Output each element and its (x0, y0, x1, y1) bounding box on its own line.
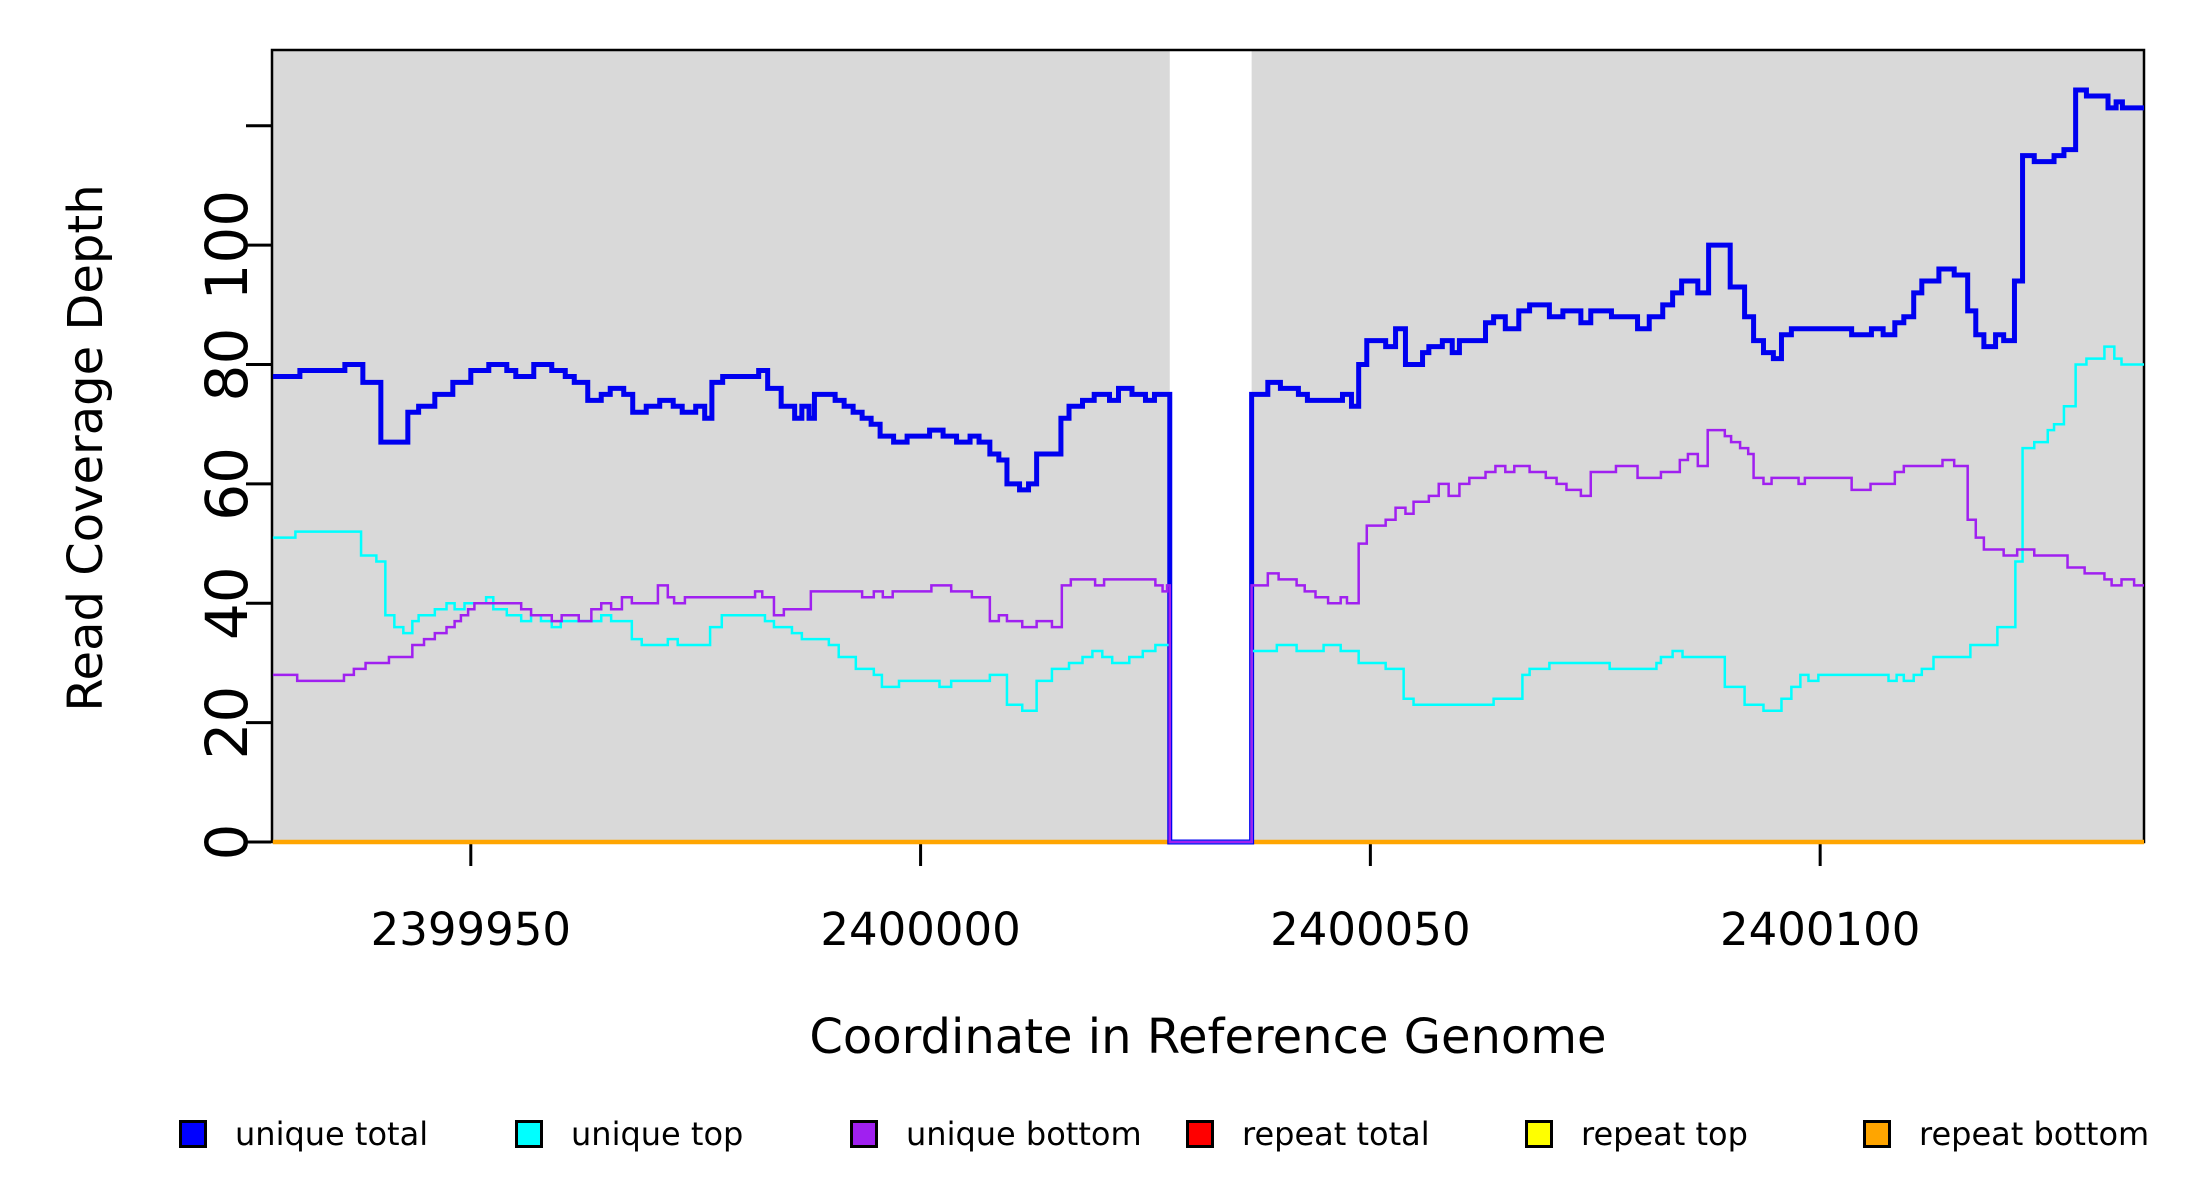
series-unique-bottom (272, 428, 2144, 844)
x-tick-label: 2400050 (1270, 903, 1470, 956)
legend-item-unique-top: unique top (515, 1115, 744, 1153)
unique-top-swatch (515, 1120, 543, 1148)
x-tick-label: 2399950 (371, 903, 571, 956)
unique-total-swatch (179, 1120, 207, 1148)
series-unique-top (272, 345, 2144, 844)
y-tick-label: 100 (193, 190, 261, 301)
y-tick-label: 80 (193, 328, 261, 402)
legend-item-repeat-top: repeat top (1525, 1115, 1748, 1153)
legend-item-repeat-total: repeat total (1186, 1115, 1430, 1153)
plot-area: 2399950 2400000 2400050 2400100 0 20 40 60 80 100 (193, 48, 2146, 956)
legend-label: repeat total (1242, 1115, 1430, 1153)
repeat-total-swatch (1186, 1120, 1214, 1148)
legend-item-unique-bottom: unique bottom (850, 1115, 1142, 1153)
y-tick-label: 20 (193, 686, 261, 760)
x-tick-label: 2400000 (820, 903, 1020, 956)
repeat-top-swatch (1525, 1120, 1553, 1148)
repeat-bottom-swatch (1863, 1120, 1891, 1148)
y-tick-label: 0 (193, 824, 261, 861)
y-axis-title: Read Coverage Depth (58, 184, 114, 712)
x-axis-title: Coordinate in Reference Genome (809, 1009, 1607, 1065)
x-tick-label: 2400100 (1720, 903, 1920, 956)
unique-bottom-swatch (850, 1120, 878, 1148)
legend-label: repeat bottom (1919, 1115, 2150, 1153)
legend-label: repeat top (1581, 1115, 1748, 1153)
legend-label: unique bottom (906, 1115, 1142, 1153)
y-tick-label: 60 (193, 447, 261, 521)
y-tick-label: 40 (193, 566, 261, 640)
legend-label: unique total (235, 1115, 429, 1153)
legend-item-unique-total: unique total (179, 1115, 429, 1153)
coverage-gap-region (1169, 50, 1252, 842)
legend-label: unique top (571, 1115, 744, 1153)
legend-item-repeat-bottom: repeat bottom (1863, 1115, 2150, 1153)
